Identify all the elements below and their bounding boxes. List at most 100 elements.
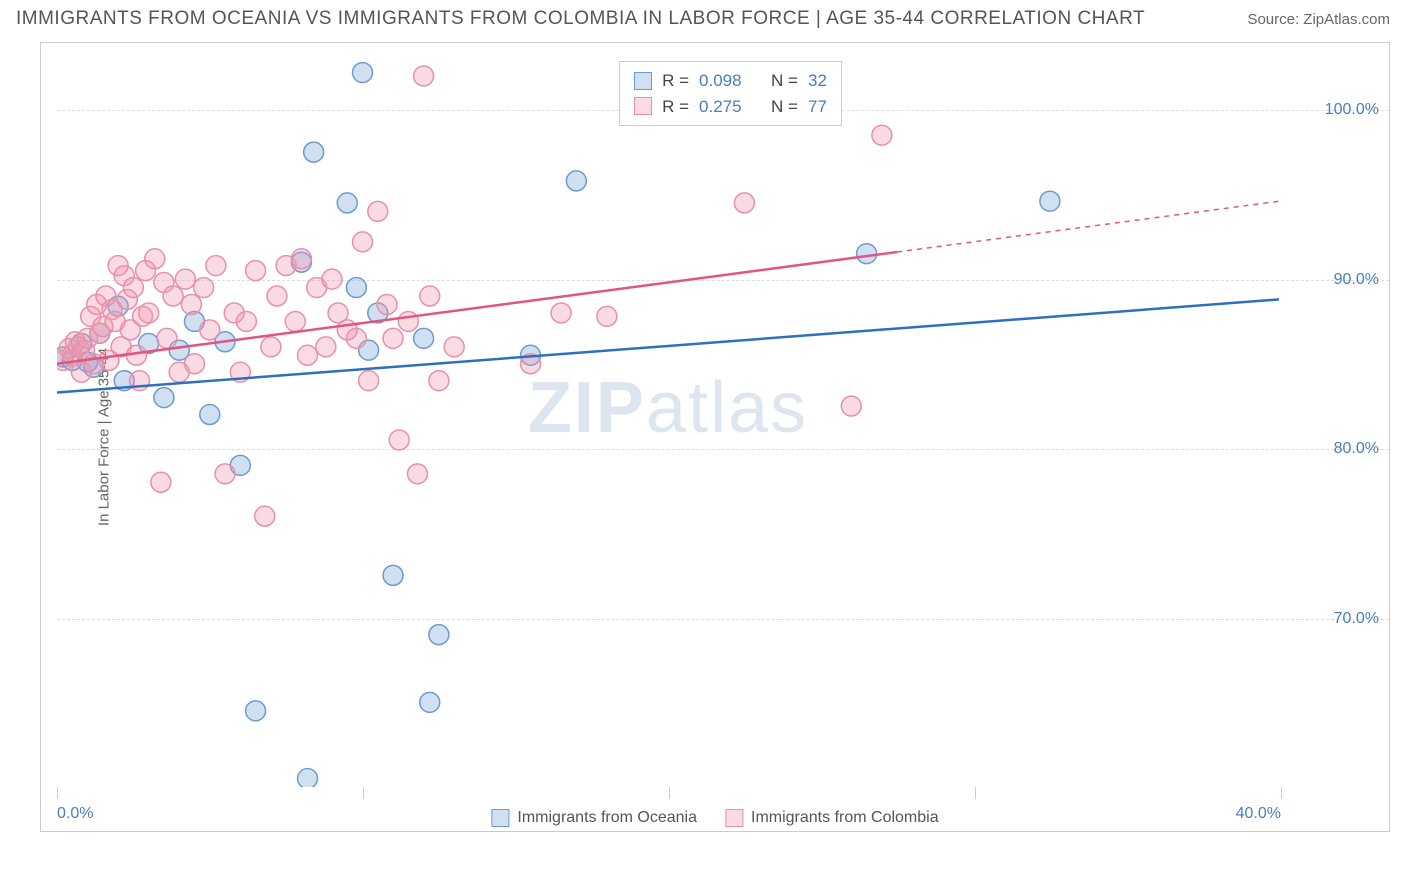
y-tick-label: 80.0% [1334, 440, 1379, 458]
scatter-point [81, 306, 101, 326]
scatter-point [102, 300, 122, 320]
scatter-point [267, 286, 287, 306]
legend-swatch [491, 809, 509, 827]
scatter-point [62, 350, 82, 370]
scatter-point [291, 252, 311, 272]
scatter-point [105, 311, 125, 331]
y-tick-label: 70.0% [1334, 610, 1379, 628]
x-tick-label: 40.0% [1236, 805, 1281, 823]
y-tick-label: 90.0% [1334, 271, 1379, 289]
scatter-point [120, 320, 140, 340]
trend-line-dashed [897, 201, 1279, 252]
x-tick [363, 787, 364, 799]
scatter-point [114, 266, 134, 286]
scatter-point [521, 345, 541, 365]
scatter-point [206, 256, 226, 276]
scatter-point [136, 261, 156, 281]
scatter-point [420, 286, 440, 306]
scatter-point [90, 323, 110, 343]
scatter-point [414, 328, 434, 348]
chart-source: Source: ZipAtlas.com [1247, 11, 1390, 28]
scatter-point [230, 455, 250, 475]
scatter-point [368, 201, 388, 221]
scatter-point [90, 323, 110, 343]
scatter-point [383, 565, 403, 585]
legend-swatch [725, 809, 743, 827]
stat-n-label: N = [771, 94, 798, 120]
legend-label: Immigrants from Colombia [751, 809, 939, 827]
legend-swatch [634, 97, 652, 115]
scatter-point [337, 193, 357, 213]
scatter-point [78, 352, 98, 372]
scatter-point [353, 63, 373, 83]
scatter-point [200, 405, 220, 425]
scatter-point [566, 171, 586, 191]
scatter-point [130, 371, 150, 391]
scatter-point [298, 345, 318, 365]
gridline [57, 449, 1389, 450]
scatter-point [181, 295, 201, 315]
x-tick [57, 787, 58, 799]
scatter-point [139, 303, 159, 323]
scatter-point [96, 286, 116, 306]
scatter-point [163, 286, 183, 306]
scatter-point [99, 350, 119, 370]
scatter-point [108, 296, 128, 316]
scatter-point [408, 464, 428, 484]
stats-legend-row: R = 0.275 N = 77 [634, 94, 827, 120]
scatter-point [71, 362, 91, 382]
scatter-point [328, 303, 348, 323]
x-tick-label: 0.0% [57, 805, 93, 823]
gridline [57, 619, 1389, 620]
scatter-point [154, 273, 174, 293]
scatter-point [169, 340, 189, 360]
scatter-point [276, 256, 296, 276]
scatter-point [298, 769, 318, 787]
trend-line [57, 252, 897, 364]
scatter-point [389, 430, 409, 450]
y-tick-label: 100.0% [1325, 101, 1379, 119]
scatter-point [368, 303, 388, 323]
scatter-point [87, 295, 107, 315]
scatter-point [359, 371, 379, 391]
legend-item: Immigrants from Colombia [725, 809, 939, 827]
scatter-point [59, 339, 79, 359]
scatter-point [236, 311, 256, 331]
scatter-point [114, 371, 134, 391]
scatter-point [597, 306, 617, 326]
scatter-point [734, 193, 754, 213]
scatter-point [230, 362, 250, 382]
bottom-legend: Immigrants from Oceania Immigrants from C… [491, 809, 938, 827]
stats-legend: R = 0.098 N = 32R = 0.275 N = 77 [619, 61, 842, 126]
scatter-point [57, 350, 73, 370]
scatter-point [84, 357, 104, 377]
scatter-point [68, 337, 88, 357]
scatter-point [337, 320, 357, 340]
scatter-point [429, 625, 449, 645]
scatter-point [75, 340, 95, 360]
plot-area: 70.0%80.0%90.0%100.0% ZIPatlas R = 0.098… [57, 59, 1279, 787]
scatter-point [414, 66, 434, 86]
stat-r-label: R = [662, 94, 689, 120]
chart-container: In Labor Force | Age 35-44 70.0%80.0%90.… [40, 42, 1390, 832]
scatter-point [126, 345, 146, 365]
scatter-point [872, 125, 892, 145]
scatter-point [285, 311, 305, 331]
scatter-point [108, 256, 128, 276]
scatter-point [551, 303, 571, 323]
scatter-point [65, 332, 85, 352]
x-tick [1281, 787, 1282, 799]
scatter-point [1040, 191, 1060, 211]
scatter-point [62, 345, 82, 365]
scatter-point [215, 464, 235, 484]
scatter-svg [57, 59, 1279, 787]
scatter-point [184, 354, 204, 374]
scatter-point [346, 328, 366, 348]
legend-label: Immigrants from Oceania [517, 809, 697, 827]
stat-r-label: R = [662, 68, 689, 94]
scatter-point [255, 506, 275, 526]
scatter-point [157, 328, 177, 348]
legend-item: Immigrants from Oceania [491, 809, 697, 827]
x-tick [975, 787, 976, 799]
scatter-point [857, 244, 877, 264]
